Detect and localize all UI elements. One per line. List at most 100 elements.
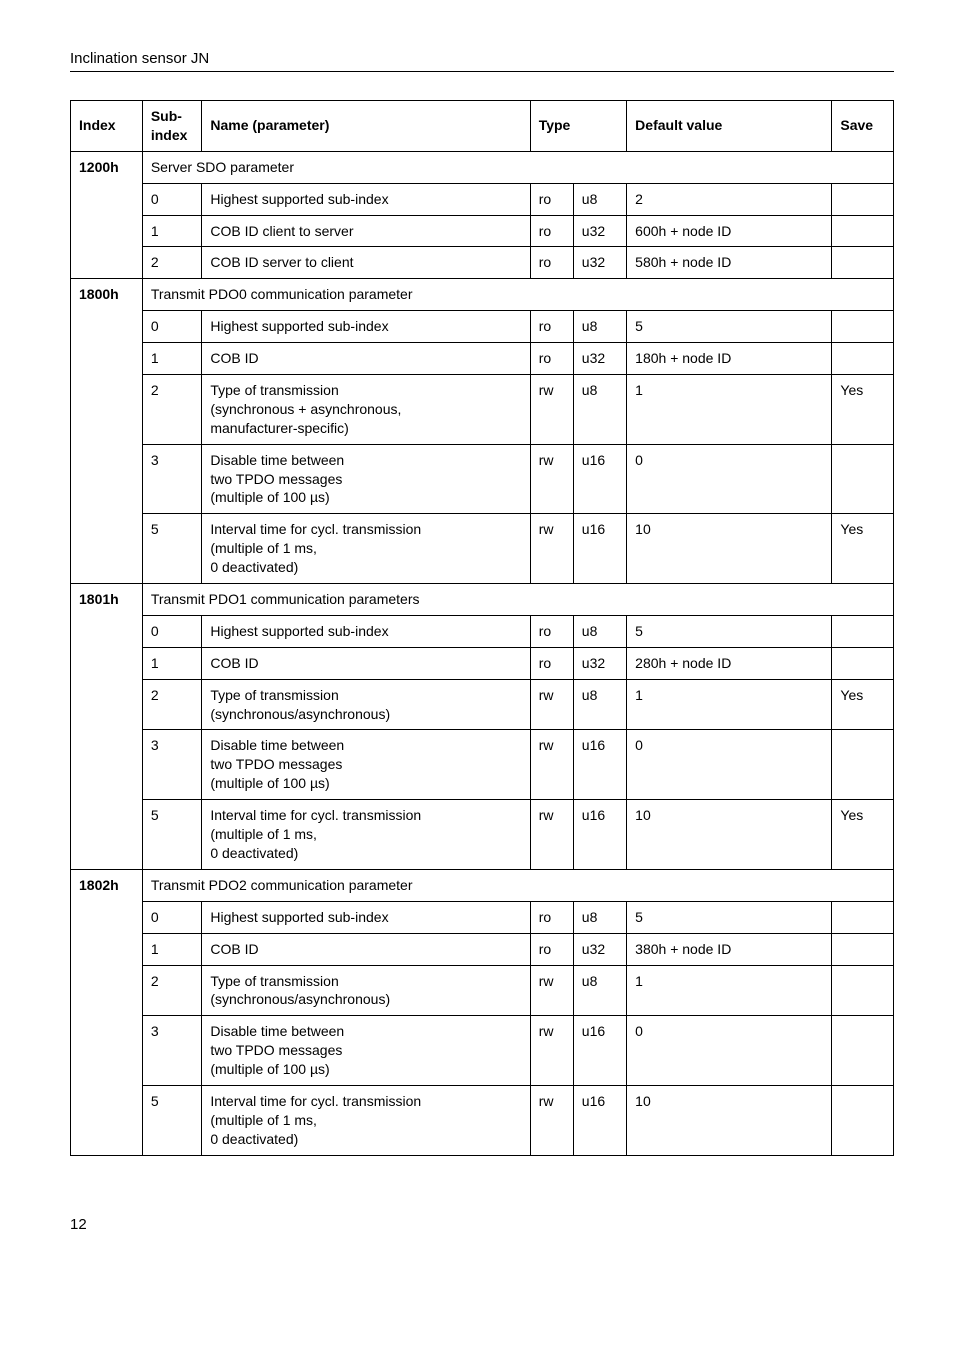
cell-default: 600h + node ID [627, 215, 832, 247]
cell-subindex: 0 [142, 615, 202, 647]
cell-subindex: 0 [142, 183, 202, 215]
cell-default: 1 [627, 965, 832, 1016]
cell-name: COB ID [202, 343, 530, 375]
cell-default: 580h + node ID [627, 247, 832, 279]
cell-save: Yes [832, 679, 894, 730]
cell-type-datatype: u16 [573, 730, 626, 800]
cell-name: Type of transmission (synchronous + asyn… [202, 375, 530, 445]
cell-subindex: 3 [142, 444, 202, 514]
cell-type-datatype: u8 [573, 965, 626, 1016]
cell-type-datatype: u32 [573, 647, 626, 679]
cell-subindex: 2 [142, 375, 202, 445]
cell-name: Type of transmission (synchronous/asynch… [202, 679, 530, 730]
cell-save [832, 444, 894, 514]
cell-subindex: 2 [142, 247, 202, 279]
cell-type-datatype: u32 [573, 215, 626, 247]
table-row: 3Disable time between two TPDO messages … [71, 444, 894, 514]
document-header: Inclination sensor JN [70, 50, 894, 67]
table-row: 0Highest supported sub-indexrou85 [71, 615, 894, 647]
cell-save [832, 215, 894, 247]
cell-save [832, 965, 894, 1016]
cell-default: 5 [627, 311, 832, 343]
cell-default: 180h + node ID [627, 343, 832, 375]
cell-default: 0 [627, 730, 832, 800]
cell-name: Highest supported sub-index [202, 311, 530, 343]
cell-type-access: rw [530, 679, 573, 730]
cell-subindex: 3 [142, 730, 202, 800]
cell-subindex: 5 [142, 514, 202, 584]
cell-save [832, 183, 894, 215]
cell-subindex: 0 [142, 901, 202, 933]
cell-subindex: 1 [142, 215, 202, 247]
cell-default: 380h + node ID [627, 933, 832, 965]
section-title: Transmit PDO2 communication parameter [142, 869, 893, 901]
header-divider [70, 71, 894, 72]
cell-name: COB ID client to server [202, 215, 530, 247]
cell-default: 10 [627, 514, 832, 584]
cell-type-datatype: u16 [573, 444, 626, 514]
section-header-row: 1200hServer SDO parameter [71, 151, 894, 183]
table-row: 3Disable time between two TPDO messages … [71, 730, 894, 800]
cell-subindex: 3 [142, 1016, 202, 1086]
cell-save: Yes [832, 514, 894, 584]
cell-name: Highest supported sub-index [202, 183, 530, 215]
cell-type-access: rw [530, 444, 573, 514]
cell-subindex: 1 [142, 647, 202, 679]
cell-type-access: rw [530, 1016, 573, 1086]
table-row: 2Type of transmission (synchronous + asy… [71, 375, 894, 445]
cell-name: Highest supported sub-index [202, 615, 530, 647]
cell-name: Type of transmission (synchronous/asynch… [202, 965, 530, 1016]
cell-name: COB ID [202, 933, 530, 965]
cell-type-datatype: u32 [573, 247, 626, 279]
table-row: 5Interval time for cycl. transmission (m… [71, 800, 894, 870]
page-number: 12 [70, 1216, 894, 1233]
section-header-row: 1802hTransmit PDO2 communication paramet… [71, 869, 894, 901]
index-cell: 1802h [71, 869, 143, 1155]
cell-default: 2 [627, 183, 832, 215]
cell-type-access: rw [530, 1085, 573, 1155]
section-header-row: 1800hTransmit PDO0 communication paramet… [71, 279, 894, 311]
section-header-row: 1801hTransmit PDO1 communication paramet… [71, 584, 894, 616]
cell-type-datatype: u16 [573, 514, 626, 584]
table-row: 0Highest supported sub-indexrou82 [71, 183, 894, 215]
table-header-row: Index Sub- index Name (parameter) Type D… [71, 101, 894, 152]
cell-name: COB ID [202, 647, 530, 679]
table-row: 0Highest supported sub-indexrou85 [71, 901, 894, 933]
cell-type-access: rw [530, 965, 573, 1016]
table-row: 5Interval time for cycl. transmission (m… [71, 1085, 894, 1155]
cell-default: 280h + node ID [627, 647, 832, 679]
section-title: Transmit PDO1 communication parameters [142, 584, 893, 616]
cell-type-access: ro [530, 901, 573, 933]
cell-type-access: ro [530, 615, 573, 647]
col-header-save: Save [832, 101, 894, 152]
cell-subindex: 2 [142, 679, 202, 730]
col-header-type: Type [530, 101, 626, 152]
table-row: 1COB IDrou32180h + node ID [71, 343, 894, 375]
cell-save [832, 901, 894, 933]
cell-type-access: rw [530, 375, 573, 445]
cell-save: Yes [832, 375, 894, 445]
cell-name: Disable time between two TPDO messages (… [202, 1016, 530, 1086]
cell-type-datatype: u16 [573, 1016, 626, 1086]
cell-default: 0 [627, 444, 832, 514]
index-cell: 1200h [71, 151, 143, 279]
cell-name: Disable time between two TPDO messages (… [202, 444, 530, 514]
col-header-default: Default value [627, 101, 832, 152]
table-row: 2Type of transmission (synchronous/async… [71, 679, 894, 730]
cell-name: COB ID server to client [202, 247, 530, 279]
cell-type-access: ro [530, 933, 573, 965]
cell-type-datatype: u8 [573, 615, 626, 647]
cell-name: Highest supported sub-index [202, 901, 530, 933]
cell-type-datatype: u16 [573, 800, 626, 870]
cell-default: 1 [627, 375, 832, 445]
cell-save [832, 247, 894, 279]
cell-save [832, 615, 894, 647]
cell-name: Disable time between two TPDO messages (… [202, 730, 530, 800]
cell-type-datatype: u8 [573, 311, 626, 343]
cell-type-datatype: u8 [573, 901, 626, 933]
table-row: 1COB ID client to serverrou32600h + node… [71, 215, 894, 247]
index-cell: 1801h [71, 584, 143, 870]
cell-subindex: 1 [142, 933, 202, 965]
table-row: 1COB IDrou32380h + node ID [71, 933, 894, 965]
cell-type-access: ro [530, 647, 573, 679]
